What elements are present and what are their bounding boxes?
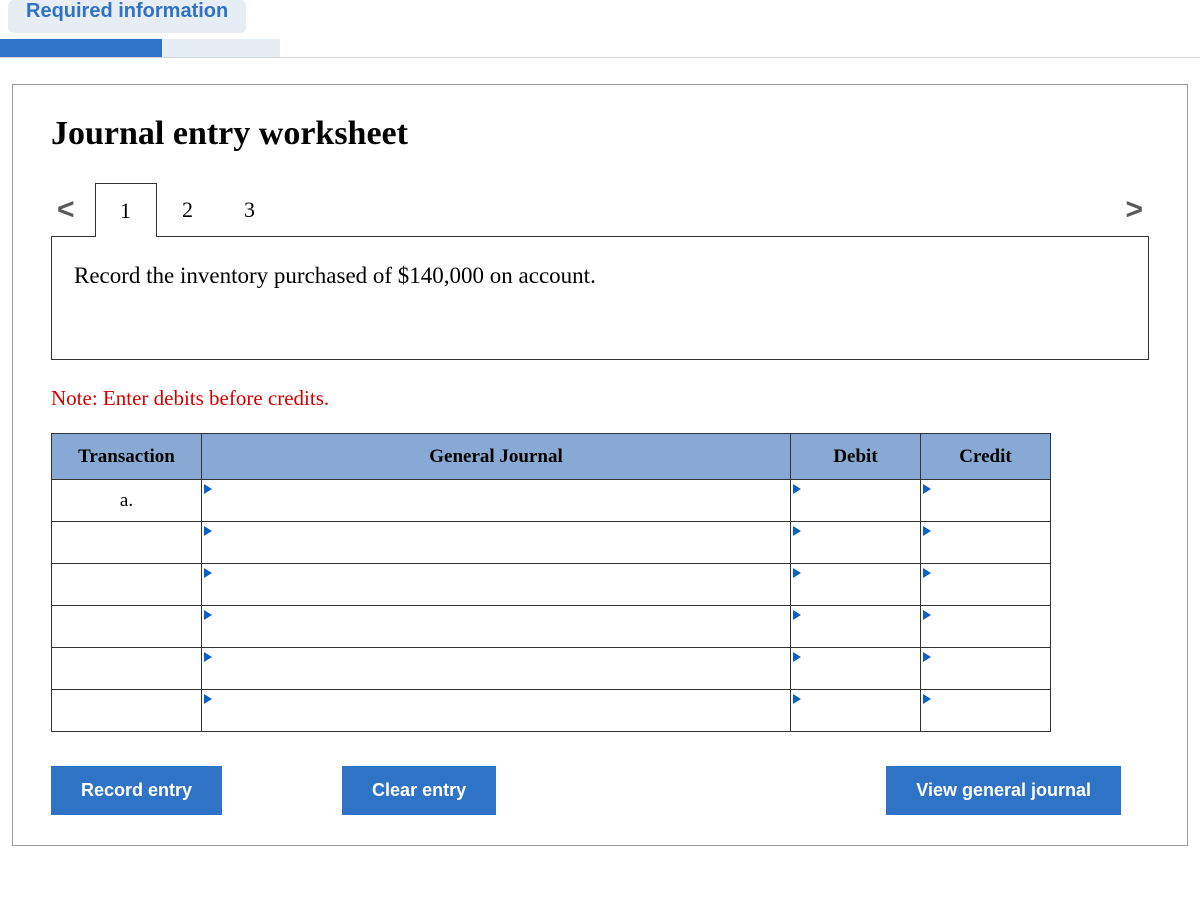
tab-1[interactable]: 1	[95, 183, 157, 237]
cell-transaction	[52, 564, 202, 606]
table-row	[52, 648, 1051, 690]
required-information-label: Required information	[8, 0, 246, 33]
cell-general-journal[interactable]	[202, 648, 791, 690]
cell-credit[interactable]	[921, 690, 1051, 732]
cell-debit[interactable]	[791, 564, 921, 606]
col-header-general-journal: General Journal	[202, 434, 791, 480]
cell-general-journal[interactable]	[202, 522, 791, 564]
instruction-box: Record the inventory purchased of $140,0…	[51, 236, 1149, 360]
cell-general-journal[interactable]	[202, 564, 791, 606]
worksheet-title: Journal entry worksheet	[51, 115, 1149, 153]
record-entry-button[interactable]: Record entry	[51, 766, 222, 815]
cell-credit[interactable]	[921, 522, 1051, 564]
journal-table: Transaction General Journal Debit Credit…	[51, 433, 1051, 732]
cell-credit[interactable]	[921, 606, 1051, 648]
cell-debit[interactable]	[791, 690, 921, 732]
cell-general-journal[interactable]	[202, 480, 791, 522]
cell-transaction	[52, 690, 202, 732]
col-header-transaction: Transaction	[52, 434, 202, 480]
table-row	[52, 606, 1051, 648]
tabs: 1 2 3	[95, 183, 281, 237]
tab-3[interactable]: 3	[219, 183, 281, 237]
table-row	[52, 690, 1051, 732]
col-header-debit: Debit	[791, 434, 921, 480]
prev-entry-arrow[interactable]: <	[51, 189, 81, 231]
view-general-journal-button[interactable]: View general journal	[886, 766, 1121, 815]
cell-debit[interactable]	[791, 648, 921, 690]
table-header-row: Transaction General Journal Debit Credit	[52, 434, 1051, 480]
table-row: a.	[52, 480, 1051, 522]
cell-general-journal[interactable]	[202, 690, 791, 732]
button-row: Record entry Clear entry View general jo…	[51, 766, 1121, 815]
cell-credit[interactable]	[921, 480, 1051, 522]
table-row	[52, 522, 1051, 564]
cell-transaction	[52, 606, 202, 648]
cell-transaction	[52, 522, 202, 564]
clear-entry-button[interactable]: Clear entry	[342, 766, 496, 815]
cell-transaction	[52, 648, 202, 690]
cell-debit[interactable]	[791, 606, 921, 648]
col-header-credit: Credit	[921, 434, 1051, 480]
tab-row: < 1 2 3 >	[51, 183, 1149, 237]
progress-fill	[0, 39, 162, 57]
table-row	[52, 564, 1051, 606]
cell-debit[interactable]	[791, 522, 921, 564]
table-body: a.	[52, 480, 1051, 732]
progress-bar-wrap	[0, 33, 1200, 58]
note-text: Note: Enter debits before credits.	[51, 386, 1149, 411]
next-entry-arrow[interactable]: >	[1119, 189, 1149, 231]
cell-debit[interactable]	[791, 480, 921, 522]
cell-general-journal[interactable]	[202, 606, 791, 648]
progress-track	[0, 39, 280, 57]
cell-credit[interactable]	[921, 648, 1051, 690]
cell-transaction: a.	[52, 480, 202, 522]
worksheet-panel: Journal entry worksheet < 1 2 3 > Record…	[12, 84, 1188, 846]
cell-credit[interactable]	[921, 564, 1051, 606]
tab-2[interactable]: 2	[157, 183, 219, 237]
